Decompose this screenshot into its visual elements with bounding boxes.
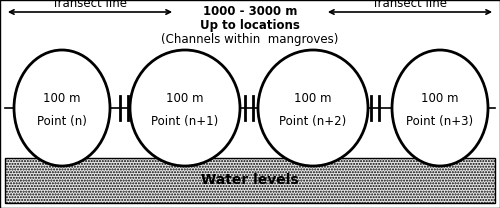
Bar — [5, 158, 495, 203]
Text: Point (n+3): Point (n+3) — [406, 115, 474, 129]
Ellipse shape — [392, 50, 488, 166]
Ellipse shape — [14, 50, 110, 166]
Text: 100 m: 100 m — [166, 92, 204, 104]
Ellipse shape — [258, 50, 368, 166]
Text: (Channels within  mangroves): (Channels within mangroves) — [162, 33, 338, 46]
Text: Transect line: Transect line — [52, 0, 128, 10]
Text: Water levels: Water levels — [201, 173, 299, 187]
Text: 100 m: 100 m — [44, 92, 81, 104]
Text: Transect line: Transect line — [372, 0, 448, 10]
Text: 100 m: 100 m — [421, 92, 459, 104]
Text: 1000 - 3000 m: 1000 - 3000 m — [203, 5, 297, 18]
Text: Up to locations: Up to locations — [200, 19, 300, 32]
Text: Point (n+1): Point (n+1) — [152, 115, 218, 129]
Text: Point (n): Point (n) — [37, 115, 87, 129]
Text: Point (n+2): Point (n+2) — [280, 115, 346, 129]
Ellipse shape — [130, 50, 240, 166]
Text: 100 m: 100 m — [294, 92, 332, 104]
